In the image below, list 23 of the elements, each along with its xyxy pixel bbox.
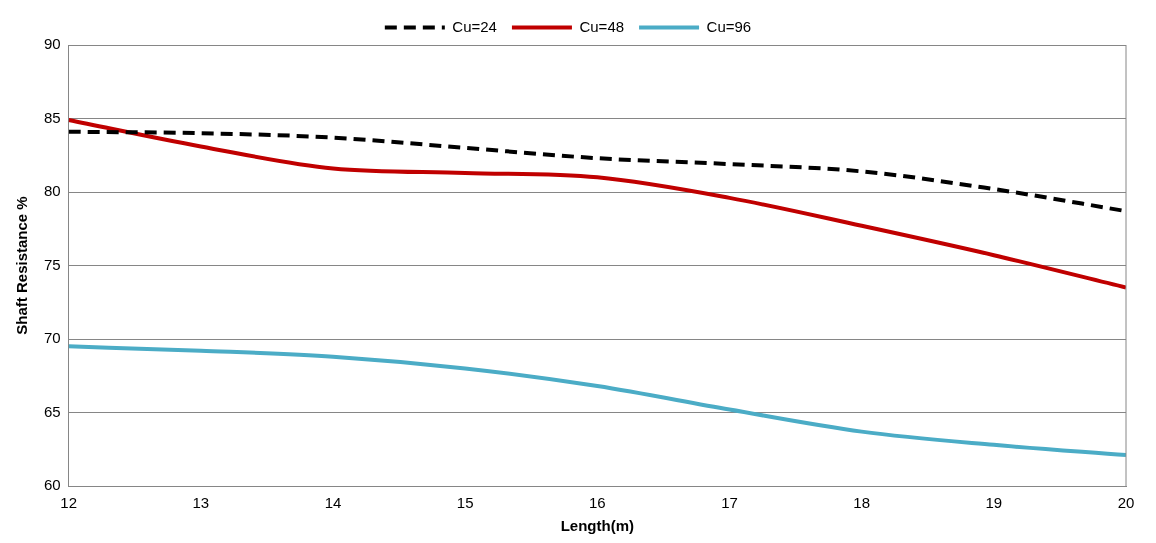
x-tick-label: 14 [324,494,342,512]
y-tick-label: 60 [44,476,61,494]
y-tick-label: 85 [44,108,61,126]
x-tick-label: 15 [456,494,474,512]
legend-label: Cu=48 [579,17,625,35]
x-tick-label: 17 [721,494,738,512]
line-series [68,117,1126,290]
x-tick-label: 18 [853,494,871,512]
x-tick-label: 12 [60,494,78,512]
x-tick-label: 16 [589,494,606,512]
x-tick-label: 19 [985,494,1003,512]
line-series [68,344,1126,458]
y-tick-label: 90 [44,35,61,53]
x-axis-title: Length(m) [560,517,635,535]
y-axis-title: Shaft Resistance % [13,196,31,335]
y-tick-label: 75 [44,255,61,273]
legend-label: Cu=96 [706,17,752,35]
y-tick-label: 65 [44,402,61,420]
y-tick-label: 70 [44,329,61,347]
x-tick-label: 20 [1117,494,1135,512]
x-tick-label: 13 [192,494,210,512]
legend-label: Cu=24 [452,17,497,35]
y-tick-label: 80 [44,182,61,200]
